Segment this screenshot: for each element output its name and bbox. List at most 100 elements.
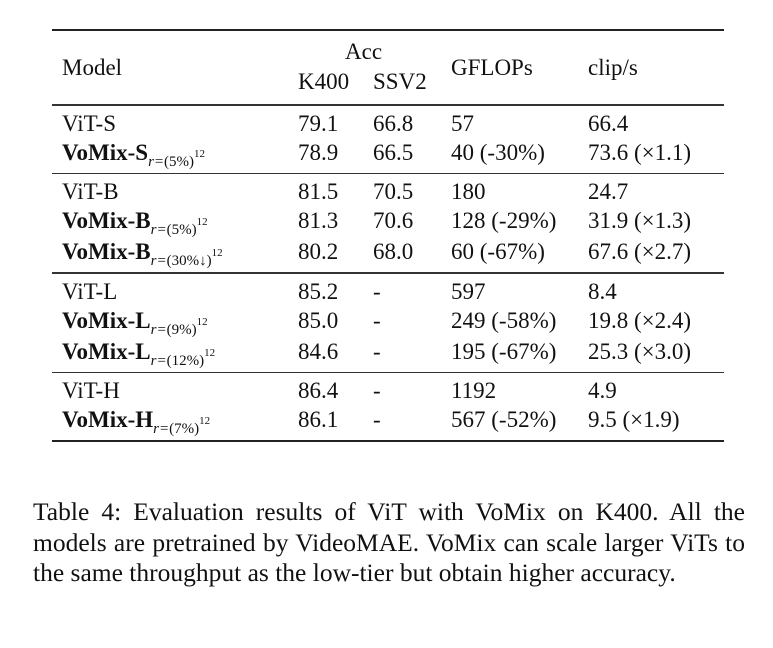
row-group: ViT-B 81.5 70.5 180 24.7 VoMix-Br=(5%)12 …: [52, 174, 724, 272]
model-name: ViT-S: [62, 110, 117, 136]
model-name: VoMix-B: [62, 208, 151, 233]
table-row: VoMix-Br=(30%↓)12 80.2 68.0 60 (-67%) 67…: [52, 238, 724, 269]
ssv2-cell: 70.6: [373, 208, 414, 233]
ssv2-cell: -: [373, 378, 381, 403]
ratio-value: (30%↓): [166, 253, 212, 269]
bottom-rule: [52, 440, 724, 442]
gflops-cell: 567 (-52%): [451, 407, 557, 432]
table-body: ViT-S 79.1 66.8 57 66.4 VoMix-Sr=(5%)12 7…: [52, 104, 724, 442]
table-row: VoMix-Lr=(9%)12 85.0 - 249 (-58%) 19.8 (…: [52, 307, 724, 338]
model-cell: ViT-H: [62, 378, 120, 404]
model-cell: ViT-S: [62, 111, 116, 137]
group-rule: [52, 104, 724, 106]
row-group: ViT-S 79.1 66.8 57 66.4 VoMix-Sr=(5%)12 7…: [52, 106, 724, 173]
clips-cell: 24.7: [588, 179, 629, 204]
table-row: ViT-S 79.1 66.8 57 66.4: [52, 110, 724, 139]
model-cell: VoMix-Lr=(12%)12: [62, 338, 215, 369]
row-group: ViT-H 86.4 - 1192 4.9 VoMix-Hr=(7%)12 86.…: [52, 373, 724, 440]
ssv2-cell: 66.8: [373, 110, 414, 136]
model-cell: VoMix-Hr=(7%)12: [62, 407, 210, 437]
clips-cell: 66.4: [588, 110, 629, 136]
ratio-var: r=: [150, 253, 167, 269]
header-acc: Acc: [345, 39, 383, 64]
ratio-value: (12%): [166, 352, 205, 369]
table-caption: Table 4: Evaluation results of ViT with …: [33, 497, 745, 587]
model-cell: ViT-L: [62, 279, 117, 305]
table-row: VoMix-Br=(5%)12 81.3 70.6 128 (-29%) 31.…: [52, 207, 724, 238]
clips-cell: 25.3 (×3.0): [588, 338, 692, 364]
clips-cell: 9.5 (×1.9): [588, 407, 680, 432]
ssv2-cell: 70.5: [373, 179, 414, 204]
clips-cell: 8.4: [588, 278, 617, 304]
table-row: ViT-L 85.2 - 597 8.4: [52, 278, 724, 307]
ratio-exponent: 12: [196, 216, 208, 228]
ratio-exponent: 12: [211, 247, 223, 259]
header-clips: clip/s: [588, 55, 638, 80]
ratio-subscript: r=(7%)12: [153, 415, 210, 437]
clips-cell: 4.9: [588, 378, 617, 403]
ratio-subscript: r=(5%)12: [150, 216, 208, 238]
ratio-exponent: 12: [194, 147, 206, 160]
k400-cell: 81.5: [298, 179, 339, 204]
group-rule: [52, 272, 724, 274]
model-name: VoMix-L: [62, 307, 151, 333]
group-rule: [52, 371, 724, 373]
ratio-var: r=: [150, 321, 167, 338]
gflops-cell: 40 (-30%): [451, 139, 545, 165]
gflops-cell: 597: [451, 278, 486, 304]
ssv2-cell: -: [373, 407, 381, 432]
model-cell: VoMix-Lr=(9%)12: [62, 307, 208, 338]
k400-cell: 78.9: [298, 139, 339, 165]
model-name: VoMix-L: [62, 338, 151, 364]
model-name: ViT-B: [62, 179, 119, 204]
header-model: Model: [62, 55, 123, 80]
ratio-value: (9%): [166, 321, 197, 338]
ratio-var: r=: [150, 222, 167, 238]
k400-cell: 85.2: [298, 278, 339, 304]
ssv2-cell: 66.5: [373, 139, 414, 165]
table-row: ViT-H 86.4 - 1192 4.9: [52, 377, 724, 406]
gflops-cell: 195 (-67%): [451, 338, 557, 364]
ratio-exponent: 12: [199, 415, 211, 427]
model-name: VoMix-H: [62, 407, 154, 432]
ratio-subscript: r=(12%)12: [150, 347, 215, 369]
header-k400: K400: [298, 69, 350, 94]
ratio-var: r=: [150, 352, 167, 369]
ratio-exponent: 12: [196, 315, 208, 328]
model-cell: VoMix-Br=(30%↓)12: [62, 239, 223, 269]
model-name: VoMix-S: [62, 139, 149, 165]
ratio-subscript: r=(9%)12: [150, 316, 208, 338]
k400-cell: 81.3: [298, 208, 339, 233]
ssv2-cell: -: [373, 278, 381, 304]
clips-cell: 73.6 (×1.1): [588, 139, 692, 165]
k400-cell: 84.6: [298, 338, 339, 364]
model-name: VoMix-B: [62, 239, 151, 264]
model-cell: VoMix-Br=(5%)12: [62, 208, 208, 238]
model-cell: ViT-B: [62, 179, 119, 205]
table-header: Model Acc K400 SSV2 GFLOPs clip/s: [52, 31, 724, 104]
ratio-value: (7%): [169, 421, 200, 437]
ratio-var: r=: [153, 421, 170, 437]
k400-cell: 80.2: [298, 239, 339, 264]
ratio-var: r=: [148, 153, 165, 170]
ratio-exponent: 12: [204, 346, 216, 359]
gflops-cell: 1192: [451, 378, 497, 403]
table-row: VoMix-Sr=(5%)12 78.9 66.5 40 (-30%) 73.6…: [52, 139, 724, 170]
gflops-cell: 128 (-29%): [451, 208, 557, 233]
k400-cell: 79.1: [298, 110, 339, 136]
model-name: ViT-L: [62, 278, 118, 304]
table-row: VoMix-Lr=(12%)12 84.6 - 195 (-67%) 25.3 …: [52, 338, 724, 369]
ratio-value: (5%): [166, 222, 197, 238]
ssv2-cell: 68.0: [373, 239, 414, 264]
table-row: VoMix-Hr=(7%)12 86.1 - 567 (-52%) 9.5 (×…: [52, 406, 724, 437]
model-name: ViT-H: [62, 378, 120, 403]
header-ssv2: SSV2: [373, 69, 427, 94]
gflops-cell: 249 (-58%): [451, 307, 557, 333]
header-gflops: GFLOPs: [451, 55, 533, 80]
clips-cell: 31.9 (×1.3): [588, 208, 692, 233]
row-group: ViT-L 85.2 - 597 8.4 VoMix-Lr=(9%)12 85.0…: [52, 274, 724, 372]
table-row: ViT-B 81.5 70.5 180 24.7: [52, 178, 724, 207]
ratio-subscript: r=(5%)12: [148, 148, 205, 170]
ratio-value: (5%): [164, 153, 195, 170]
clips-cell: 19.8 (×2.4): [588, 307, 692, 333]
